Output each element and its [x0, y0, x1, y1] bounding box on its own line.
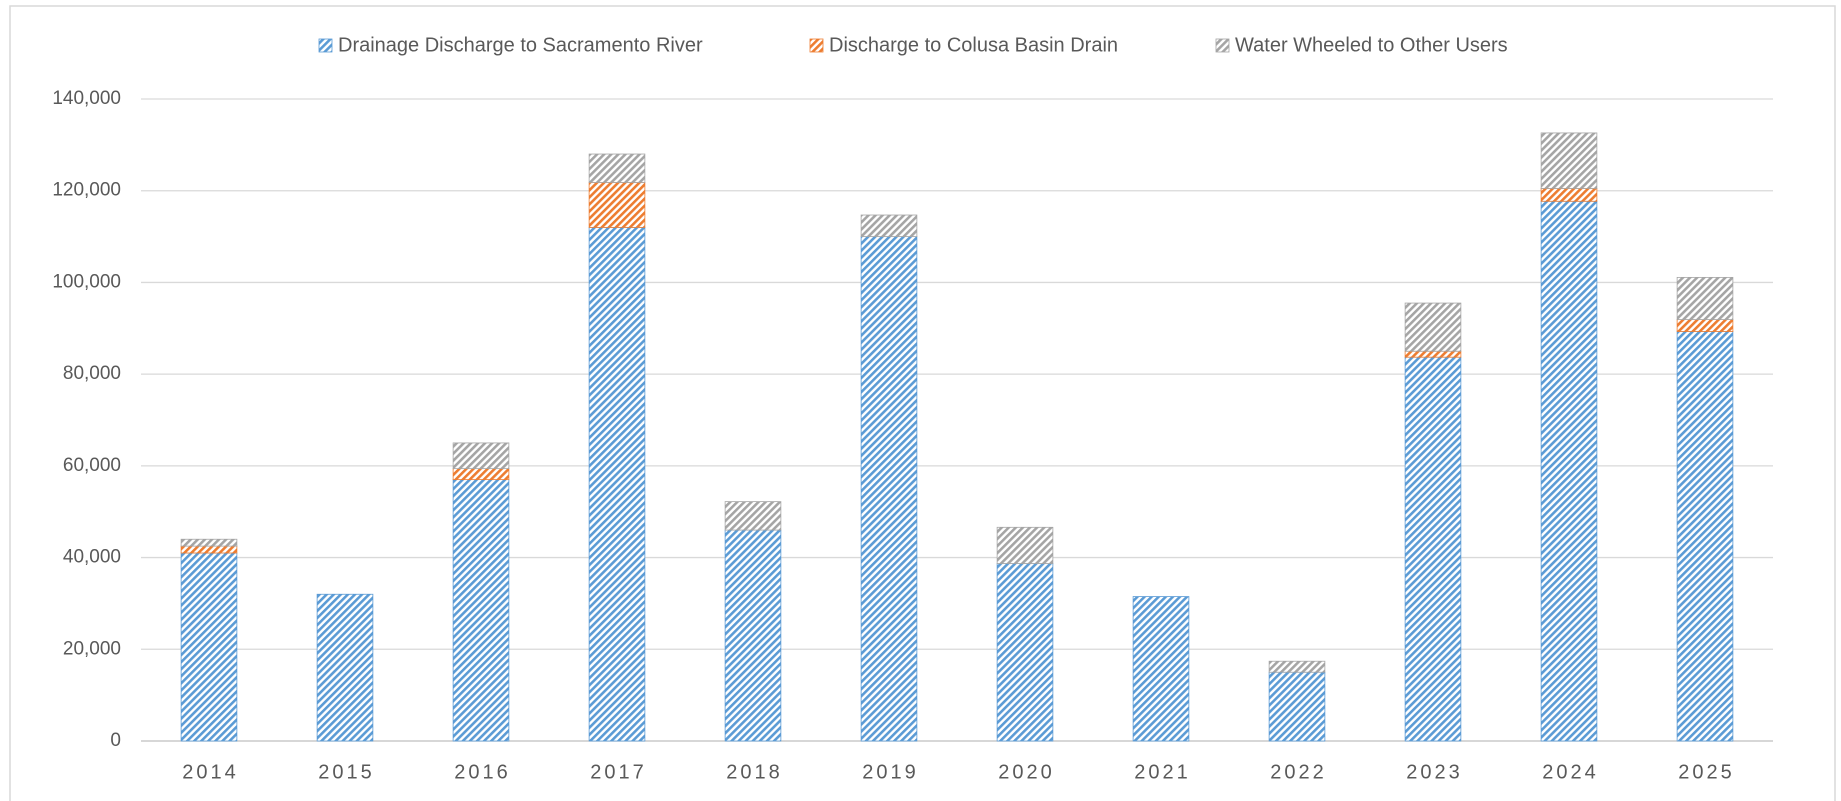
bar-segment	[1268, 671, 1326, 742]
bar-segment	[996, 526, 1054, 564]
y-tick-label: 60,000	[63, 455, 121, 476]
bar-segment	[1404, 356, 1462, 742]
x-tick-label: 2014	[182, 761, 239, 783]
bar-segment	[452, 442, 510, 470]
x-tick-label: 2016	[454, 761, 511, 783]
x-tick-label: 2021	[1134, 761, 1191, 783]
y-tick-label: 80,000	[63, 363, 121, 384]
x-tick-label: 2020	[998, 761, 1055, 783]
bar-segment	[1268, 660, 1326, 673]
legend-marker	[318, 38, 333, 53]
bar-segment	[316, 593, 374, 742]
x-tick-label: 2017	[590, 761, 647, 783]
bar-segment	[860, 214, 918, 237]
bar-segment	[1540, 200, 1598, 742]
legend-label: Water Wheeled to Other Users	[1235, 34, 1508, 56]
y-tick-label: 120,000	[52, 180, 121, 201]
bar-segment	[724, 501, 782, 531]
bar-segment	[1540, 132, 1598, 189]
bar-segment	[860, 236, 918, 742]
x-tick-label: 2025	[1678, 761, 1735, 783]
x-tick-label: 2024	[1542, 761, 1599, 783]
x-tick-label: 2019	[862, 761, 919, 783]
bar-segment	[180, 545, 238, 554]
y-tick-label: 140,000	[52, 88, 121, 109]
bar-segment	[1676, 276, 1734, 320]
y-tick-label: 0	[110, 730, 121, 751]
bar-segment	[180, 538, 238, 547]
x-tick-label: 2015	[318, 761, 375, 783]
legend-marker	[809, 38, 824, 53]
bar-segment	[452, 468, 510, 481]
y-tick-label: 20,000	[63, 638, 121, 659]
bar-segment	[1676, 331, 1734, 742]
chart-border	[9, 5, 1836, 801]
bar-segment	[1404, 350, 1462, 358]
x-tick-label: 2018	[726, 761, 783, 783]
legend-label: Discharge to Colusa Basin Drain	[829, 34, 1118, 56]
bar-segment	[724, 529, 782, 742]
bar-segment	[588, 226, 646, 742]
bar-segment	[452, 479, 510, 742]
x-tick-label: 2023	[1406, 761, 1463, 783]
bar-segment	[1540, 188, 1598, 202]
x-tick-label: 2022	[1270, 761, 1327, 783]
bar-segment	[996, 563, 1054, 742]
bar-segment	[588, 182, 646, 228]
bar-segment	[1404, 302, 1462, 352]
y-tick-label: 40,000	[63, 547, 121, 568]
bar-segment	[1132, 596, 1190, 742]
legend-marker	[1215, 38, 1230, 53]
y-tick-label: 100,000	[52, 271, 121, 292]
bar-segment	[180, 552, 238, 742]
bar-segment	[1676, 319, 1734, 332]
legend-label: Drainage Discharge to Sacramento River	[338, 34, 703, 56]
bar-segment	[588, 153, 646, 183]
